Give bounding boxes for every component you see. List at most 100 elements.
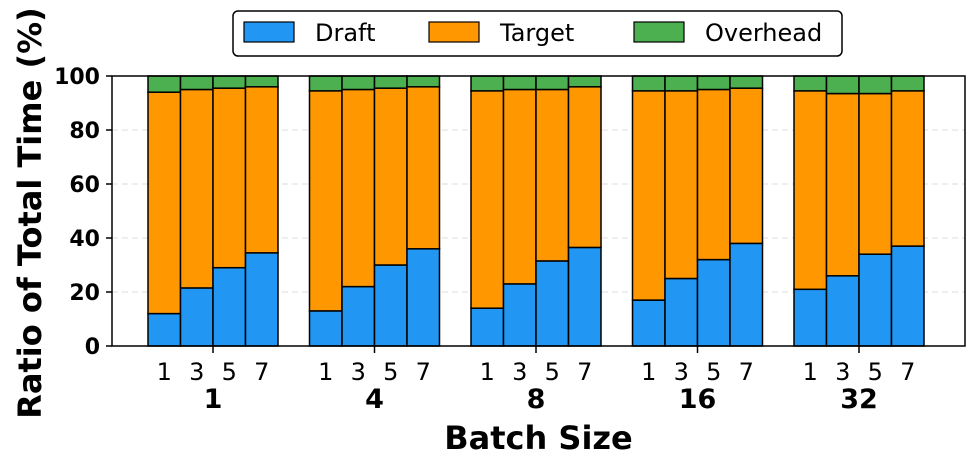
bar-overhead-batch-4-k1 — [308, 75, 343, 92]
bar-target-batch-8-k5 — [535, 88, 570, 262]
legend-swatch-draft — [243, 21, 295, 43]
x-sub-tick-label: 3 — [189, 358, 204, 386]
bar-draft-batch-32-k5 — [858, 253, 893, 347]
x-sub-tick-label: 5 — [222, 358, 237, 386]
x-sub-tick-label: 5 — [383, 358, 398, 386]
bar-draft-batch-16-k1 — [631, 299, 666, 347]
y-tick-label: 80 — [69, 119, 100, 144]
bar-overhead-batch-32-k3 — [825, 75, 860, 95]
bar-target-batch-4-k3 — [341, 88, 376, 288]
bar-draft-batch-16-k3 — [664, 277, 699, 347]
x-sub-tick-label: 3 — [512, 358, 527, 386]
bar-target-batch-4-k7 — [406, 86, 441, 250]
bar-draft-batch-4-k3 — [341, 285, 376, 347]
bar-overhead-batch-16-k5 — [696, 75, 731, 91]
bar-draft-batch-1-k7 — [244, 252, 279, 347]
x-sub-tick-label: 7 — [254, 358, 269, 386]
bar-target-batch-32-k5 — [858, 92, 893, 255]
bar-target-batch-16-k5 — [696, 88, 731, 261]
legend-label-target: Target — [499, 19, 574, 47]
bars — [147, 75, 925, 347]
legend-box — [232, 10, 843, 57]
bar-overhead-batch-4-k7 — [406, 75, 441, 88]
bar-draft-batch-8-k5 — [535, 260, 570, 347]
bar-draft-batch-16-k7 — [729, 242, 764, 347]
bar-overhead-batch-8-k3 — [502, 75, 537, 91]
bar-overhead-batch-16-k7 — [729, 75, 764, 89]
x-sub-tick-label: 3 — [351, 358, 366, 386]
x-sub-tick-label: 1 — [157, 358, 172, 386]
y-tick-label: 60 — [69, 173, 100, 198]
x-sub-tick-label: 7 — [900, 358, 915, 386]
bar-draft-batch-4-k7 — [406, 248, 441, 347]
bar-overhead-batch-32-k1 — [793, 75, 828, 92]
x-sub-tick-label: 7 — [416, 358, 431, 386]
bar-overhead-batch-1-k3 — [179, 75, 214, 91]
bar-target-batch-4-k1 — [308, 90, 343, 312]
x-group-label: 8 — [527, 384, 546, 415]
bar-draft-batch-32-k1 — [793, 288, 828, 347]
x-group-label: 32 — [840, 384, 878, 415]
bar-target-batch-8-k1 — [470, 90, 505, 309]
y-axis: 0 20 40 60 80 100 — [54, 65, 112, 360]
bar-target-batch-32-k7 — [890, 90, 925, 247]
bar-target-batch-1-k7 — [244, 86, 279, 254]
x-group-label: 16 — [679, 384, 717, 415]
bar-draft-batch-1-k5 — [212, 266, 247, 347]
legend-swatch-overhead — [633, 21, 685, 43]
bar-overhead-batch-8-k1 — [470, 75, 505, 92]
x-axis-title: Batch Size — [444, 419, 633, 457]
y-tick-label: 0 — [85, 335, 100, 360]
bar-draft-batch-8-k1 — [470, 307, 505, 347]
bar-target-batch-16-k3 — [664, 90, 699, 280]
x-sub-tick-label: 7 — [739, 358, 754, 386]
bar-draft-batch-8-k7 — [567, 246, 602, 347]
bar-target-batch-16-k1 — [631, 90, 666, 301]
bar-target-batch-32-k1 — [793, 90, 828, 291]
bar-overhead-batch-32-k5 — [858, 75, 893, 95]
bar-overhead-batch-8-k7 — [567, 75, 602, 88]
x-sub-tick-label: 5 — [706, 358, 721, 386]
legend-swatch-target — [428, 21, 480, 43]
bar-target-batch-8-k7 — [567, 86, 602, 249]
bar-overhead-batch-8-k5 — [535, 75, 570, 91]
bar-draft-batch-8-k3 — [502, 283, 537, 347]
x-group-label: 1 — [204, 384, 223, 415]
bar-draft-batch-16-k5 — [696, 258, 731, 347]
legend: Draft Target Overhead — [232, 10, 843, 57]
bar-draft-batch-4-k1 — [308, 310, 343, 347]
bar-draft-batch-32-k3 — [825, 275, 860, 347]
bar-target-batch-1-k5 — [212, 87, 247, 269]
bar-draft-batch-1-k1 — [147, 312, 182, 347]
x-sub-tick-label: 1 — [803, 358, 818, 386]
bar-overhead-batch-1-k7 — [244, 75, 279, 88]
bar-target-batch-16-k7 — [729, 87, 764, 245]
x-group-label: 4 — [365, 384, 384, 415]
y-tick-label: 100 — [54, 65, 100, 90]
x-sub-tick-label: 5 — [868, 358, 883, 386]
x-sub-tick-label: 3 — [674, 358, 689, 386]
bar-draft-batch-1-k3 — [179, 287, 214, 347]
x-sub-tick-label: 1 — [480, 358, 495, 386]
x-sub-tick-label: 7 — [577, 358, 592, 386]
bar-draft-batch-4-k5 — [373, 264, 408, 347]
legend-label-overhead: Overhead — [705, 19, 822, 47]
bar-overhead-batch-16-k1 — [631, 75, 666, 92]
bar-target-batch-1-k3 — [179, 88, 214, 289]
y-tick-label: 20 — [69, 281, 100, 306]
bar-overhead-batch-4-k5 — [373, 75, 408, 89]
x-sub-tick-label: 1 — [641, 358, 656, 386]
bar-overhead-batch-4-k3 — [341, 75, 376, 91]
x-sub-tick-label: 5 — [545, 358, 560, 386]
x-sub-tick-label: 3 — [835, 358, 850, 386]
x-sub-tick-label: 1 — [318, 358, 333, 386]
bar-target-batch-4-k5 — [373, 87, 408, 266]
bar-overhead-batch-16-k3 — [664, 75, 699, 92]
bar-target-batch-32-k3 — [825, 92, 860, 277]
legend-label-draft: Draft — [315, 19, 376, 47]
plot-frame — [111, 75, 966, 347]
y-tick-label: 40 — [69, 227, 100, 252]
bar-overhead-batch-1-k5 — [212, 75, 247, 89]
